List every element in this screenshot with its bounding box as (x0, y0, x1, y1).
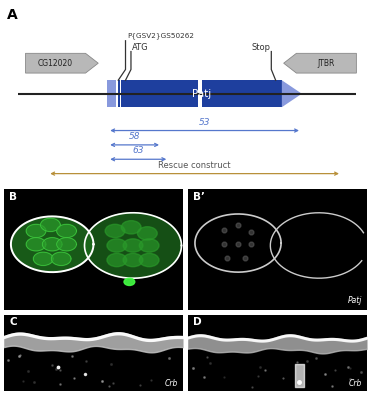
Circle shape (139, 239, 159, 252)
Text: 53: 53 (199, 118, 210, 126)
Circle shape (11, 216, 93, 272)
Text: A: A (7, 8, 18, 22)
Circle shape (33, 252, 53, 265)
Circle shape (124, 278, 135, 286)
Text: C: C (9, 317, 17, 327)
Circle shape (123, 253, 143, 267)
Text: B: B (9, 192, 17, 202)
Circle shape (121, 221, 141, 234)
Text: Crb: Crb (348, 379, 362, 388)
Circle shape (26, 238, 46, 251)
Circle shape (51, 252, 71, 265)
Text: Patj: Patj (348, 296, 362, 305)
Circle shape (138, 227, 157, 240)
Circle shape (139, 253, 159, 267)
FancyBboxPatch shape (202, 80, 282, 107)
Text: Patj: Patj (192, 89, 211, 99)
Circle shape (26, 224, 46, 238)
Text: P{GSV2}GS50262: P{GSV2}GS50262 (127, 32, 194, 39)
Text: JTBR: JTBR (318, 59, 335, 68)
Text: CG12020: CG12020 (38, 59, 73, 68)
Text: Rescue construct: Rescue construct (158, 161, 231, 170)
Polygon shape (26, 53, 98, 73)
Circle shape (40, 218, 60, 231)
Text: B’: B’ (193, 192, 205, 202)
Circle shape (57, 238, 76, 251)
Circle shape (107, 253, 127, 267)
Circle shape (42, 238, 62, 251)
Circle shape (85, 213, 181, 278)
Text: 63: 63 (132, 146, 144, 155)
Text: D: D (193, 317, 202, 327)
FancyBboxPatch shape (121, 80, 198, 107)
Circle shape (107, 239, 127, 252)
FancyBboxPatch shape (107, 80, 116, 107)
Polygon shape (282, 80, 302, 107)
Polygon shape (284, 53, 357, 73)
Text: 58: 58 (129, 132, 140, 141)
Text: Crb: Crb (164, 379, 178, 388)
Text: Stop: Stop (251, 43, 270, 51)
Circle shape (105, 224, 125, 238)
FancyBboxPatch shape (118, 80, 121, 107)
Circle shape (57, 224, 76, 238)
Text: ATG: ATG (132, 43, 149, 51)
Circle shape (123, 239, 143, 252)
